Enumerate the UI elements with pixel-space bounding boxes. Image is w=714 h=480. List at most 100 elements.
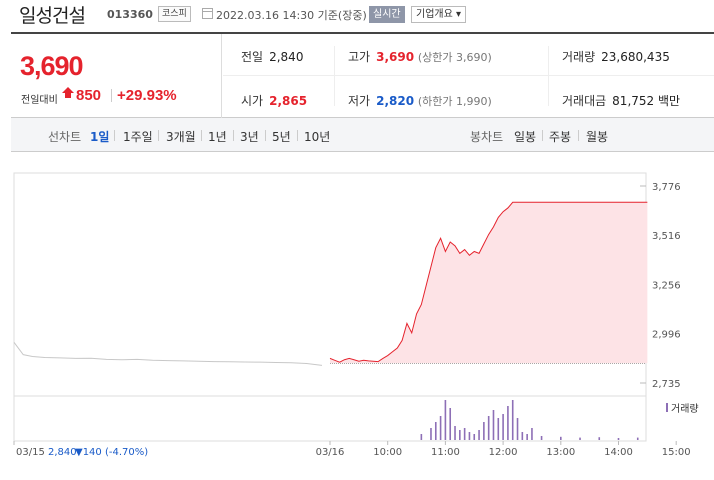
volume-bar — [516, 418, 519, 440]
chart-period-tabs: 선차트 1일 1주일 3개월 1년 3년 5년 10년 봉차트 일봉 주봉 월봉 — [11, 118, 714, 152]
tab-3month[interactable]: 3개월 — [166, 130, 196, 144]
stat-label: 시가 — [241, 94, 264, 108]
price-summary: 3,690 전일대비 850 +29.93% 전일 2,840 시가 2,865 고… — [11, 32, 714, 118]
tab-1day[interactable]: 1일 — [90, 130, 110, 144]
volume-plot-area — [13, 395, 647, 442]
change-percent: +29.93% — [117, 87, 177, 104]
volume-bar — [444, 400, 447, 440]
current-price-block: 3,690 전일대비 850 +29.93% — [11, 34, 222, 118]
x-tick-label: 14:00 — [604, 447, 633, 458]
x-tick-label: 03/15 — [16, 447, 45, 458]
x-tick-label: 11:00 — [431, 447, 460, 458]
volume-bar — [497, 418, 500, 440]
volume-bar — [598, 437, 601, 440]
volume-bar — [473, 434, 476, 440]
divider — [201, 130, 202, 141]
volume-bar — [449, 408, 452, 440]
date-text: 2022.03.16 14:30 기준(장중) — [216, 9, 367, 22]
tab-5year[interactable]: 5년 — [272, 130, 291, 144]
prev-day-line — [13, 342, 323, 366]
stat-value: 3,690 — [376, 50, 415, 64]
volume-bar — [531, 428, 533, 440]
x-tick-label: 10:00 — [373, 447, 402, 458]
stat-label: 거래량 — [562, 50, 596, 64]
volume-layer — [420, 400, 639, 440]
divider — [542, 130, 543, 141]
stat-volume: 거래량 23,680,435 — [562, 48, 670, 65]
stock-header: 일성건설 013360 코스피 2022.03.16 14:30 기준(장중) … — [0, 0, 714, 32]
x-tick-label: 13:00 — [546, 447, 575, 458]
market-badge: 코스피 — [158, 6, 191, 22]
volume-bar — [487, 416, 490, 440]
divider — [233, 130, 234, 141]
divider — [114, 130, 115, 141]
tab-1week[interactable]: 1주일 — [123, 130, 153, 144]
volume-bar — [579, 437, 581, 440]
y-tick-label: 3,516 — [652, 231, 681, 242]
volume-bar — [560, 436, 562, 440]
volume-bar — [434, 422, 437, 440]
price-chart-svg[interactable]: 2,735 2,996 3,256 3,516 3,776 03/15 03/16 10:0… — [0, 152, 714, 476]
divider — [158, 130, 159, 141]
volume-bar — [502, 414, 504, 440]
divider — [265, 130, 266, 141]
prev-day-change: ▼140 (-4.70%) — [75, 447, 148, 458]
volume-bar — [483, 422, 485, 440]
volume-bar — [540, 436, 543, 440]
stat-high: 고가 3,690 (상한가 3,690) — [348, 48, 492, 65]
divider — [578, 130, 579, 141]
tab-3year[interactable]: 3년 — [240, 130, 259, 144]
price-chart[interactable]: 2,735 2,996 3,256 3,516 3,776 03/15 03/16 10:0… — [0, 152, 714, 476]
lower-limit: (하한가 1,990) — [417, 95, 492, 108]
tab-monthly-candle[interactable]: 월봉 — [586, 130, 609, 144]
volume-bar — [478, 430, 480, 440]
current-price: 3,690 — [20, 51, 84, 81]
stat-label: 거래대금 — [562, 94, 607, 108]
stat-value: 2,865 — [269, 94, 308, 108]
volume-bar — [463, 428, 466, 440]
price-layer — [13, 201, 648, 366]
line-chart-label: 선차트 — [48, 130, 82, 144]
x-tick-label: 12:00 — [489, 447, 518, 458]
stat-value: 81,752 — [612, 94, 655, 108]
volume-bar — [617, 438, 620, 440]
tab-10year[interactable]: 10년 — [304, 130, 331, 144]
tab-weekly-candle[interactable]: 주봉 — [549, 130, 572, 144]
stat-label: 저가 — [348, 94, 371, 108]
volume-bar — [459, 430, 461, 440]
tab-1year[interactable]: 1년 — [208, 130, 227, 144]
candle-chart-label: 봉차트 — [470, 130, 504, 144]
intraday-line — [329, 201, 648, 363]
volume-legend-label: 거래량 — [671, 403, 699, 415]
stat-value: 23,680,435 — [601, 50, 670, 64]
volume-bar — [468, 432, 471, 440]
gain-area — [330, 202, 648, 364]
up-arrow-icon — [62, 87, 74, 98]
volume-bar — [511, 400, 514, 440]
y-tick-label: 3,776 — [652, 182, 681, 193]
stat-open: 시가 2,865 — [241, 92, 307, 109]
stat-label: 전일 — [241, 50, 264, 64]
divider — [334, 46, 335, 106]
stat-value: 2,820 — [376, 94, 415, 108]
stat-turnover: 거래대금 81,752 백만 — [562, 92, 680, 109]
y-tick-label: 2,735 — [652, 379, 681, 390]
volume-legend-swatch — [666, 403, 668, 412]
y-tick-label: 3,256 — [652, 280, 681, 291]
upper-limit: (상한가 3,690) — [417, 51, 492, 64]
divider — [297, 130, 298, 141]
stat-label: 고가 — [348, 50, 371, 64]
x-tick-label: 03/16 — [316, 447, 345, 458]
company-overview-button[interactable]: 기업개요 ▾ — [411, 6, 466, 23]
volume-bar — [454, 426, 456, 440]
y-tick-label: 2,996 — [652, 330, 681, 341]
volume-bar — [521, 432, 524, 440]
x-tick-label: 15:00 — [662, 447, 691, 458]
calendar-icon — [202, 8, 213, 19]
stat-low: 저가 2,820 (하한가 1,990) — [348, 92, 492, 109]
change-label: 전일대비 — [21, 95, 58, 106]
divider — [111, 89, 112, 102]
realtime-button[interactable]: 실시간 — [369, 6, 405, 23]
volume-bar — [420, 434, 423, 440]
tab-daily-candle[interactable]: 일봉 — [514, 130, 537, 144]
